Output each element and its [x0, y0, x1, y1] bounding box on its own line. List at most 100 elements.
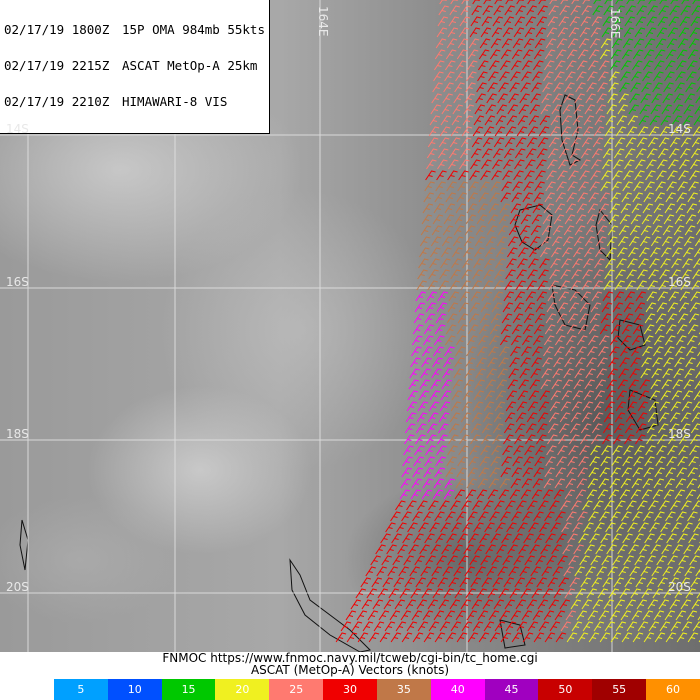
wind-barb	[483, 269, 494, 280]
wind-barb	[489, 324, 501, 335]
wind-barb	[522, 632, 534, 643]
wind-barb	[686, 203, 698, 214]
wind-barb	[492, 434, 503, 445]
wind-barb	[696, 218, 700, 225]
wind-barb	[493, 412, 505, 423]
wind-barb	[522, 511, 533, 522]
wind-barb	[508, 225, 520, 236]
wind-barb	[392, 555, 403, 566]
wind-barb	[499, 203, 511, 214]
wind-barb	[567, 181, 578, 192]
wind-barb	[503, 423, 515, 434]
wind-barb	[559, 412, 571, 423]
wind-barb	[651, 93, 662, 104]
wind-barb	[472, 126, 484, 137]
wind-barb	[476, 214, 488, 225]
wind-barb	[467, 511, 478, 522]
wind-barb	[640, 93, 651, 104]
wind-barb	[450, 126, 462, 137]
wind-barb	[688, 456, 699, 467]
wind-barb	[528, 258, 539, 269]
wind-barb	[451, 258, 462, 269]
wind-barb	[499, 60, 511, 71]
wind-barb	[547, 423, 559, 434]
legend-swatch: 30	[323, 679, 377, 700]
wind-barb	[401, 467, 412, 478]
wind-barb	[676, 511, 687, 522]
wind-barb	[595, 544, 606, 555]
wind-barb	[527, 126, 539, 137]
wind-barb	[621, 632, 633, 643]
wind-barb	[452, 544, 463, 555]
wind-barb	[673, 93, 684, 104]
wind-barb	[682, 258, 693, 269]
wind-barb	[447, 555, 458, 566]
wind-barb	[591, 577, 602, 588]
wind-barb	[524, 445, 535, 456]
wind-barb	[460, 137, 472, 148]
wind-barb	[519, 566, 530, 577]
wind-barb	[560, 269, 571, 280]
wind-barb	[401, 511, 412, 522]
wind-barb	[626, 126, 638, 137]
wind-barb	[650, 379, 662, 390]
wind-barb	[492, 159, 503, 170]
lat-label: 14S	[668, 122, 691, 136]
wind-barb	[552, 566, 563, 577]
wind-barb	[478, 467, 489, 478]
wind-barb	[679, 423, 691, 434]
wind-barb	[397, 544, 408, 555]
wind-barb	[497, 93, 508, 104]
wind-barb	[410, 489, 422, 500]
wind-barb	[612, 302, 624, 313]
wind-barb	[671, 390, 683, 401]
wind-barb	[485, 379, 497, 390]
wind-barb	[682, 522, 693, 533]
wind-barb	[422, 335, 434, 346]
wind-barb	[620, 203, 632, 214]
wind-barb	[547, 577, 558, 588]
wind-barb	[468, 181, 479, 192]
wind-barb	[507, 247, 518, 258]
wind-barb	[461, 500, 472, 511]
wind-barb	[545, 38, 557, 49]
wind-barb	[657, 577, 668, 588]
wind-barb	[512, 456, 523, 467]
wind-barb	[514, 159, 525, 170]
wind-barb	[491, 555, 502, 566]
wind-barb	[541, 566, 552, 577]
wind-barb	[615, 401, 627, 412]
wind-barb	[487, 357, 498, 368]
wind-barb	[533, 632, 545, 643]
wind-barb	[556, 181, 567, 192]
wind-barb	[535, 555, 546, 566]
wind-barb	[467, 324, 479, 335]
wind-barb	[588, 192, 599, 203]
wind-barb	[457, 313, 469, 324]
wind-barb	[492, 16, 504, 27]
wind-barb	[553, 357, 564, 368]
wind-barb	[440, 115, 452, 126]
wind-barb	[534, 38, 546, 49]
wind-barb	[435, 533, 446, 544]
wind-barb	[586, 214, 598, 225]
wind-barb	[662, 225, 674, 236]
wind-barb	[613, 577, 624, 588]
wind-barb	[523, 313, 535, 324]
wind-barb	[494, 269, 505, 280]
wind-barb	[581, 5, 592, 16]
wind-barb	[558, 423, 570, 434]
wind-barb	[425, 302, 437, 313]
wind-barb	[576, 203, 588, 214]
wind-barb	[521, 610, 533, 621]
wind-barb	[447, 27, 459, 38]
wind-barb	[511, 511, 522, 522]
wind-barb	[656, 27, 668, 38]
wind-barb	[581, 280, 592, 291]
wind-barb	[607, 368, 618, 379]
wind-barb	[529, 544, 540, 555]
wind-barb	[561, 258, 572, 269]
wind-barb	[647, 137, 659, 148]
wind-barb	[424, 533, 435, 544]
wind-barb	[605, 258, 616, 269]
